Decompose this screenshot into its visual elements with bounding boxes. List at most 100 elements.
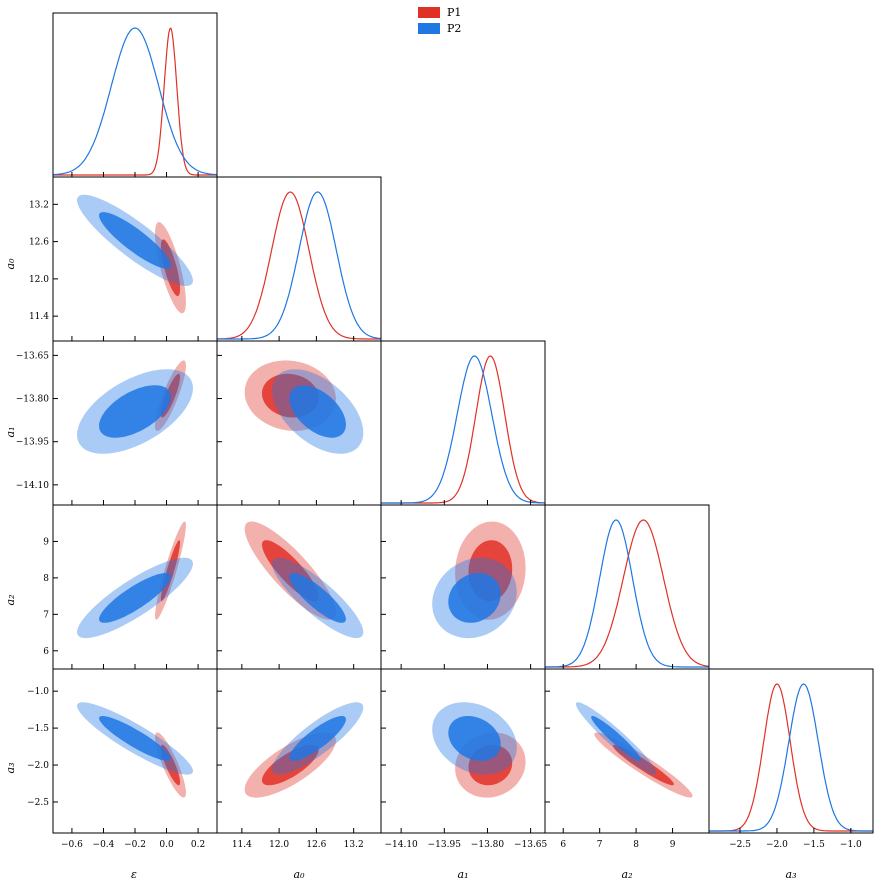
contour-68-p2	[99, 716, 171, 761]
x-tick-label: 13.2	[344, 840, 364, 850]
x-tick-label: 8	[633, 840, 639, 850]
x-tick-label: −14.10	[384, 840, 418, 850]
panel-plot-area	[575, 702, 693, 798]
density-p2-a2	[545, 519, 709, 668]
density-p1-ε	[53, 27, 217, 176]
contour-68-p2	[289, 385, 346, 438]
y-tick-label: 12.6	[29, 238, 49, 248]
contour-68-p2	[99, 573, 171, 623]
x-tick-label: −2.5	[729, 840, 751, 850]
density-p2-a1	[381, 355, 545, 504]
x-tick-label: −1.5	[803, 840, 825, 850]
panel-frame	[544, 504, 710, 670]
x-tick-label: −0.2	[124, 840, 146, 850]
y-tick-label: −2.0	[27, 761, 49, 771]
x-tick-label: 11.4	[232, 840, 252, 850]
panel-a3-a3: −2.5 −2.0 −1.5 −1.0	[708, 668, 874, 850]
contour-68-p2	[99, 385, 171, 438]
panel-frame	[708, 668, 874, 834]
x-tick-label: −2.0	[766, 840, 788, 850]
y-label-a1: a₁	[4, 427, 17, 438]
panel-plot-area	[381, 355, 545, 504]
y-tick-label: −13.80	[16, 395, 50, 405]
x-tick-label: −0.4	[93, 840, 115, 850]
panel-plot-area	[77, 521, 193, 639]
density-p1-a3	[709, 683, 873, 832]
panel-plot-area	[432, 521, 526, 639]
x-tick-label: −0.6	[61, 840, 83, 850]
panel-a2-a2	[544, 504, 710, 670]
y-tick-label: 12.0	[29, 275, 49, 285]
y-tick-label: 8	[43, 574, 49, 584]
panel-plot-area	[244, 360, 364, 454]
contour-68-p2	[448, 716, 501, 761]
panels-layer: 11.4 12.0 12.6 13.2 −14.10 −13.95 −13.80 −13.65…	[16, 12, 874, 850]
x-tick-label: −13.65	[514, 840, 548, 850]
panel-plot-area	[709, 683, 873, 832]
x-label-a2: a₂	[622, 868, 633, 881]
y-tick-label: 6	[43, 647, 49, 657]
density-p1-a0	[217, 191, 381, 340]
x-tick-label: 0.0	[159, 840, 174, 850]
density-p2-a0	[217, 191, 381, 340]
x-tick-label: −13.95	[428, 840, 462, 850]
panel-plot-area	[77, 194, 193, 314]
panel-frame	[216, 176, 382, 342]
y-tick-label: −14.10	[16, 481, 50, 491]
panel-a1-a3: −14.10 −13.95 −13.80 −13.65	[380, 668, 548, 850]
y-label-a0: a₀	[4, 258, 17, 270]
y-tick-label: −1.5	[27, 724, 49, 734]
axis-labels-layer: ε a₀ a₁ a₂ a₃ a₀ a₁ a₂ a₃	[4, 258, 796, 881]
x-label-a0: a₀	[294, 868, 306, 881]
contour-68-p1	[160, 239, 181, 296]
density-p1-a1	[381, 355, 545, 504]
x-tick-label: 9	[670, 840, 676, 850]
legend: P1 P2	[418, 6, 461, 35]
y-tick-label: −2.5	[27, 798, 49, 808]
x-tick-label: 0.2	[191, 840, 205, 850]
density-p2-ε	[53, 27, 217, 176]
x-tick-label: 12.0	[269, 840, 289, 850]
panel-a0-a2	[216, 504, 382, 670]
panel-plot-area	[244, 702, 364, 798]
panel-ε-a0: 11.4 12.0 12.6 13.2	[29, 176, 218, 342]
panel-ε-a2: 6 7 8 9	[43, 504, 218, 670]
x-tick-label: 7	[597, 840, 603, 850]
panel-a2-a3: 6 7 8 9	[544, 668, 710, 850]
contour-68-p2	[591, 716, 641, 761]
y-tick-label: −1.0	[27, 687, 49, 697]
panel-a1-a2	[380, 504, 546, 670]
panel-plot-area	[217, 191, 381, 340]
y-tick-label: 7	[43, 610, 49, 620]
legend-label-p1: P1	[447, 6, 461, 19]
legend-label-p2: P2	[447, 22, 461, 35]
y-tick-label: 9	[43, 537, 49, 547]
x-tick-label: −13.80	[471, 840, 505, 850]
x-label-a3: a₃	[786, 868, 797, 881]
panel-ε-a1: −14.10 −13.95 −13.80 −13.65	[16, 340, 218, 506]
x-tick-label: 12.6	[306, 840, 326, 850]
panel-frame	[52, 12, 218, 178]
panel-plot-area	[53, 27, 217, 176]
density-p2-a3	[709, 683, 873, 832]
x-label-eps: ε	[131, 868, 137, 881]
panel-a0-a0	[216, 176, 382, 342]
x-tick-label: 6	[560, 840, 566, 850]
x-tick-label: −1.0	[840, 840, 862, 850]
legend-swatch-p1	[418, 7, 440, 18]
y-tick-label: −13.65	[16, 351, 50, 361]
panel-ε-a3: −0.6 −0.4 −0.2 0.0 0.2 −2.5 −2.0 −1.5 −1.0	[27, 668, 218, 850]
y-tick-label: 13.2	[29, 200, 49, 210]
panel-plot-area	[77, 360, 193, 454]
y-tick-label: 11.4	[29, 312, 49, 322]
legend-swatch-p2	[418, 23, 440, 34]
contour-68-p2	[289, 716, 346, 761]
panel-a0-a3: 11.4 12.0 12.6 13.2	[216, 668, 382, 850]
x-label-a1: a₁	[458, 868, 469, 881]
density-p1-a2	[545, 519, 709, 668]
panel-plot-area	[244, 521, 364, 639]
panel-a0-a1	[216, 340, 382, 506]
contour-68-p2	[448, 573, 501, 623]
y-tick-label: −13.95	[16, 438, 50, 448]
